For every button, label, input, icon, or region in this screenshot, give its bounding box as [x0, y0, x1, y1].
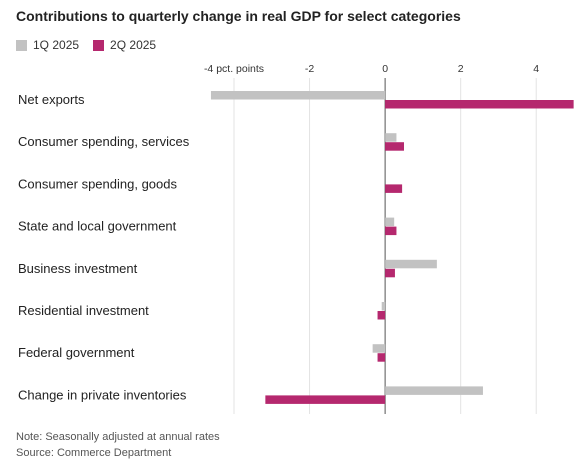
bar-2q-1	[385, 142, 404, 151]
category-label-4: Business investment	[18, 261, 138, 276]
x-tick-label-2: 0	[382, 63, 388, 75]
category-label-5: Residential investment	[18, 303, 149, 318]
category-label-2: Consumer spending, goods	[18, 176, 177, 191]
category-label-1: Consumer spending, services	[18, 134, 190, 149]
legend-swatch-2q	[93, 39, 105, 51]
category-label-7: Change in private inventories	[18, 387, 187, 402]
bar-2q-4	[385, 268, 395, 278]
bar-2q-5	[377, 311, 386, 320]
legend-label-1q: 1Q 2025	[33, 38, 80, 52]
bar-1q-3	[385, 217, 395, 227]
bar-2q-6	[377, 353, 386, 362]
note-text: Note: Seasonally adjusted at annual rate…	[16, 431, 220, 443]
bar-2q-7	[265, 395, 386, 404]
legend-item-2q: 2Q 2025	[93, 38, 156, 52]
bar-1q-7	[385, 386, 483, 395]
bar-1q-4	[385, 259, 437, 269]
x-tick-label-1: -2	[305, 63, 314, 75]
legend-item-1q: 1Q 2025	[16, 38, 79, 52]
legend-swatch-1q	[16, 39, 27, 51]
bar-2q-3	[385, 226, 397, 236]
source-text: Source: Commerce Department	[16, 447, 172, 459]
legend-label-2q: 2Q 2025	[110, 38, 157, 52]
chart-notes: Note: Seasonally adjusted at annual rate…	[16, 429, 220, 461]
category-label-0: Net exports	[18, 92, 85, 107]
legend: 1Q 2025 2Q 2025	[16, 38, 170, 52]
bar-2q-0	[385, 100, 574, 109]
x-tick-label-4: 4	[533, 63, 539, 75]
x-tick-label-0: -4 pct. points	[204, 63, 264, 75]
category-label-6: Federal government	[18, 345, 135, 360]
bar-1q-6	[372, 344, 386, 353]
bar-2q-2	[385, 184, 403, 193]
bar-1q-1	[385, 133, 397, 142]
x-tick-label-3: 2	[458, 63, 464, 75]
category-label-3: State and local government	[18, 219, 177, 234]
bar-1q-5	[381, 302, 386, 311]
bar-1q-0	[210, 91, 386, 100]
chart-title: Contributions to quarterly change in rea…	[16, 8, 461, 24]
